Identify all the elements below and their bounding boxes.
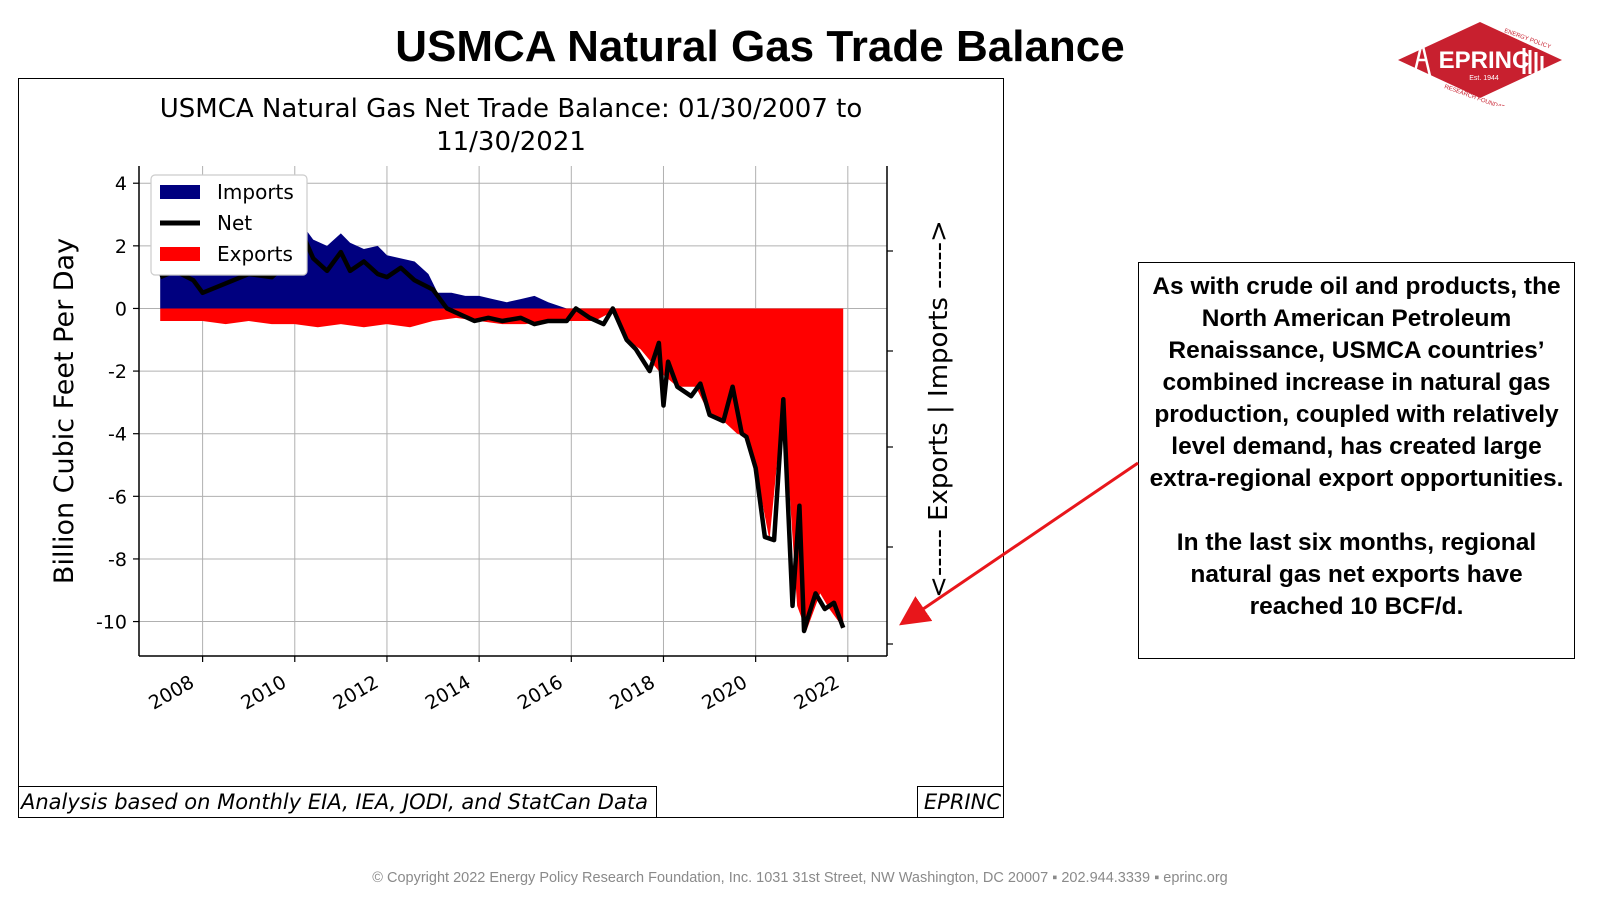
exports-area: [160, 308, 844, 631]
y-tick-label: 4: [115, 173, 127, 195]
chart-title-line-1: USMCA Natural Gas Net Trade Balance: 01/…: [160, 94, 863, 124]
legend-swatch-imports: [160, 185, 200, 199]
x-tick-label: 2010: [237, 671, 290, 714]
legend-label-imports: Imports: [217, 180, 294, 204]
legend-label-exports: Exports: [217, 242, 293, 266]
x-tick-label: 2018: [606, 671, 659, 714]
legend-swatch-exports: [160, 247, 200, 261]
x-tick-label: 2014: [422, 671, 475, 714]
y-axis-label: Billion Cubic Feet Per Day: [49, 238, 80, 584]
slide-title: USMCA Natural Gas Trade Balance: [395, 22, 1125, 71]
y-tick-label: -4: [108, 424, 127, 446]
svg-text:EPRINC: EPRINC: [1439, 47, 1530, 74]
x-tick-label: 2012: [330, 671, 383, 714]
y-tick-label: 2: [115, 236, 127, 258]
y-tick-label: -8: [108, 549, 127, 571]
x-tick-label: 2020: [698, 671, 751, 714]
x-tick-label: 2008: [145, 671, 198, 714]
legend-label-net: Net: [217, 211, 252, 235]
net-line: [159, 224, 846, 634]
annotation-paragraph-1: As with crude oil and products, the Nort…: [1149, 273, 1564, 492]
y-tick-label: -10: [96, 612, 127, 634]
data-source-caption: Analysis based on Monthly EIA, IEA, JODI…: [18, 786, 657, 818]
annotation-paragraph-2: In the last six months, regional natural…: [1176, 529, 1537, 620]
imports-area: [160, 220, 567, 309]
chart-area: 4 2 0 -2 -4 -6 -8 -10 2008 2010 2012 2014 2016 2018 20…: [49, 94, 954, 714]
copyright-footer: © Copyright 2022 Energy Policy Research …: [372, 870, 1228, 886]
y2-axis-label: <----- Exports | Imports ----->: [924, 220, 954, 598]
source-brand-caption: EPRINC: [916, 786, 1004, 818]
y-tick-label: -2: [108, 361, 127, 383]
chart-title-line-2: 11/30/2021: [436, 127, 586, 157]
y-tick-label: 0: [115, 298, 127, 320]
y-tick-label: -6: [108, 486, 127, 508]
svg-text:Est. 1944: Est. 1944: [1469, 75, 1499, 82]
x-tick-label: 2016: [514, 671, 567, 714]
eprinc-logo: EPRINC Est. 1944 ENERGY POLICY RESEARCH …: [1398, 22, 1562, 106]
annotation-box: As with crude oil and products, the Nort…: [1138, 262, 1575, 659]
x-tick-label: 2022: [790, 671, 843, 714]
chart-frame: 4 2 0 -2 -4 -6 -8 -10 2008 2010 2012 2014 2016 2018 20…: [18, 78, 1004, 818]
